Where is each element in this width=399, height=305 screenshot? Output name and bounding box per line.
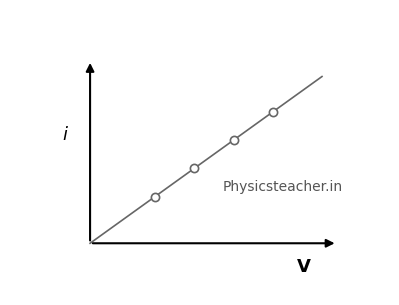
Text: i: i	[63, 126, 68, 144]
Text: Physicsteacher.in: Physicsteacher.in	[223, 180, 343, 194]
Text: V: V	[296, 258, 310, 276]
